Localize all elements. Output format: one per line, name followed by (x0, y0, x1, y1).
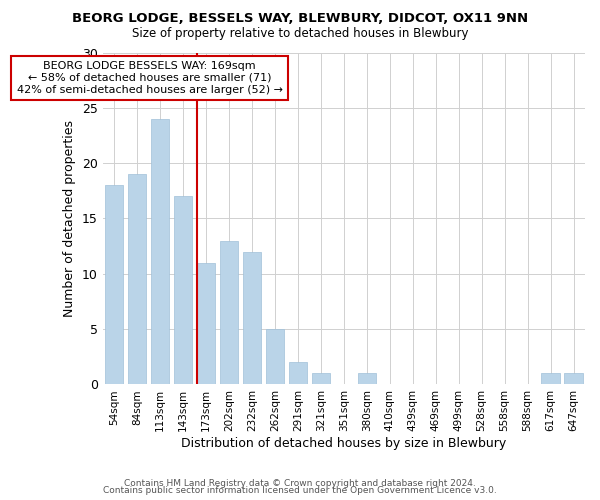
Text: Size of property relative to detached houses in Blewbury: Size of property relative to detached ho… (132, 28, 468, 40)
Bar (541, 374, 560, 384)
Bar (174, 196, 192, 384)
Text: BEORG LODGE BESSELS WAY: 169sqm
← 58% of detached houses are smaller (71)
42% of: BEORG LODGE BESSELS WAY: 169sqm ← 58% of… (17, 62, 283, 94)
Bar (311, 374, 330, 384)
Bar (151, 119, 169, 384)
Bar (358, 374, 376, 384)
Bar (243, 252, 261, 384)
Bar (128, 174, 146, 384)
Bar (197, 262, 215, 384)
Bar (266, 329, 284, 384)
Text: BEORG LODGE, BESSELS WAY, BLEWBURY, DIDCOT, OX11 9NN: BEORG LODGE, BESSELS WAY, BLEWBURY, DIDC… (72, 12, 528, 26)
Text: Contains HM Land Registry data © Crown copyright and database right 2024.: Contains HM Land Registry data © Crown c… (124, 478, 476, 488)
Bar (565, 374, 583, 384)
X-axis label: Distribution of detached houses by size in Blewbury: Distribution of detached houses by size … (181, 437, 506, 450)
Bar (289, 362, 307, 384)
Text: Contains public sector information licensed under the Open Government Licence v3: Contains public sector information licen… (103, 486, 497, 495)
Bar (105, 186, 123, 384)
Bar (220, 240, 238, 384)
Y-axis label: Number of detached properties: Number of detached properties (64, 120, 76, 317)
